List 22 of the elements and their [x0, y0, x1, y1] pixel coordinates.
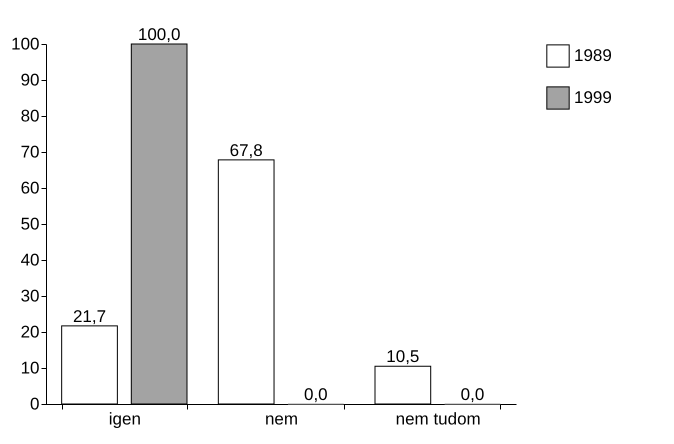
y-tick-label: 80 [20, 106, 40, 126]
data-label: 0,0 [304, 385, 328, 404]
data-label: 10,5 [386, 347, 420, 366]
x-tick-label: igen [108, 410, 141, 428]
data-label: 21,7 [72, 306, 106, 326]
y-tick-label: 10 [20, 358, 40, 378]
data-label: 100,0 [138, 25, 180, 44]
legend-label: 1999 [574, 88, 612, 107]
y-tick-label: 40 [20, 250, 40, 270]
y-tick-label: 0 [30, 394, 40, 414]
data-label: 67,8 [230, 140, 263, 160]
y-tick-label: 60 [20, 178, 40, 198]
y-tick-label: 100 [11, 34, 40, 54]
y-tick-label: 20 [20, 322, 40, 342]
y-tick-label: 50 [20, 214, 40, 234]
y-tick-label: 70 [20, 142, 40, 162]
data-label: 0,0 [460, 385, 484, 404]
y-tick-label: 30 [20, 286, 40, 306]
x-tick-label: nem [264, 410, 298, 428]
legend-label: 1989 [574, 46, 612, 65]
y-tick-label: 90 [20, 70, 40, 90]
x-tick-label: nem tudom [396, 410, 481, 428]
